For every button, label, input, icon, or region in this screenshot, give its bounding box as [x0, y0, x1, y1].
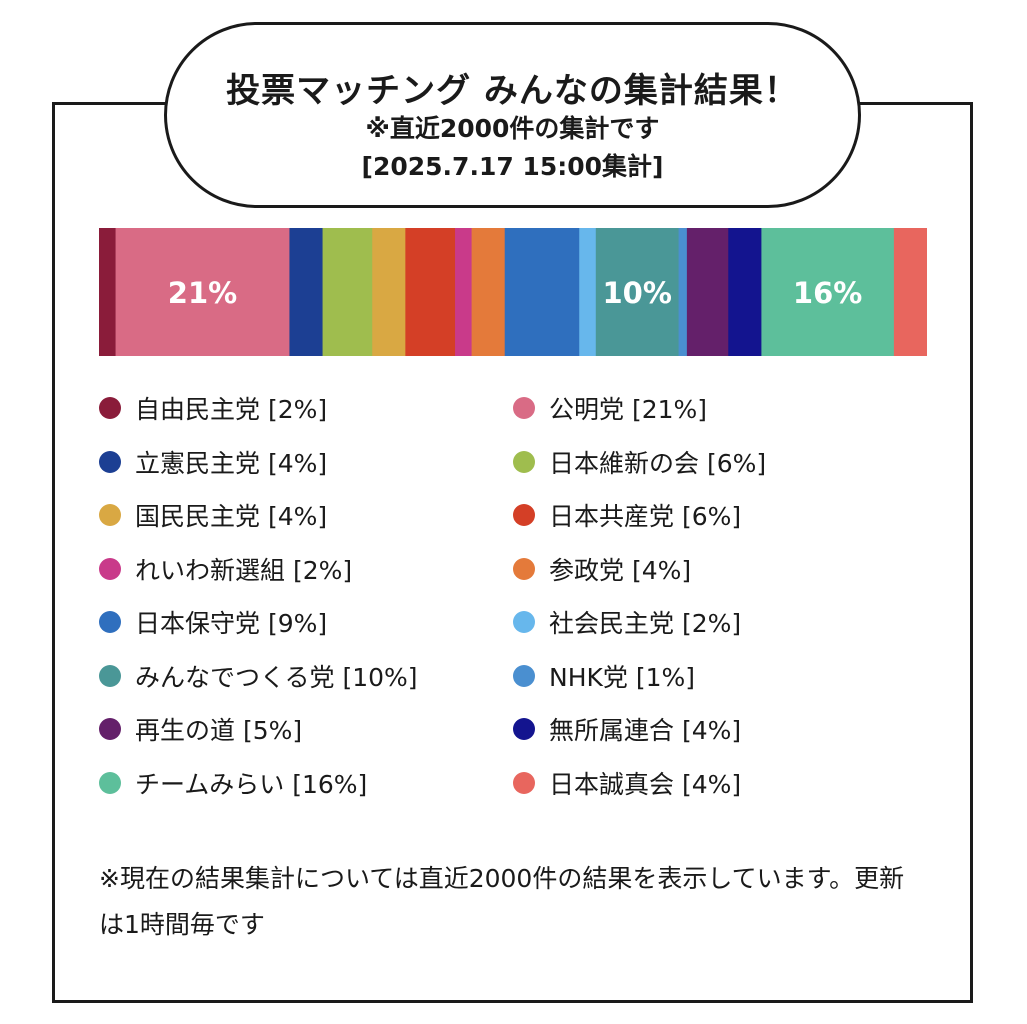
legend-label: 自由民主党 [2%]	[135, 395, 328, 424]
bar-segment-10	[579, 228, 597, 356]
legend-swatch	[99, 397, 121, 419]
legend-label: 日本維新の会 [6%]	[549, 448, 767, 478]
legend-swatch	[513, 718, 535, 740]
legend-item: 無所属連合 [4%]	[513, 709, 741, 749]
bar-segment-11	[595, 228, 680, 356]
legend-label: 公明党 [21%]	[549, 395, 708, 424]
legend-label: 立憲民主党 [4%]	[135, 448, 328, 478]
bar-data-label: 16%	[793, 276, 862, 310]
bar-segment-9	[504, 228, 580, 356]
bar-data-label: 21%	[168, 276, 237, 310]
legend-swatch	[513, 664, 535, 687]
legend-swatch	[99, 450, 121, 473]
legend-swatch	[99, 718, 121, 740]
bar-segment-16	[893, 228, 927, 356]
legend-item: 日本誠真会 [4%]	[513, 763, 741, 803]
legend-label: みんなでつくる党 [10%]	[135, 662, 418, 692]
legend-item: みんなでつくる党 [10%]	[99, 656, 418, 696]
bar-segment-15	[761, 228, 895, 356]
legend-label: NHK党 [1%]	[549, 662, 696, 692]
legend-label: 再生の道 [5%]	[135, 716, 303, 745]
legend-item: れいわ新選組 [2%]	[99, 549, 352, 589]
bar-segment-7	[455, 228, 473, 356]
legend-swatch	[513, 557, 535, 580]
legend-label: れいわ新選組 [2%]	[135, 555, 353, 585]
legend-item: 再生の道 [5%]	[99, 709, 302, 749]
legend-label: 無所属連合 [4%]	[549, 716, 742, 745]
legend-item: 日本共産党 [6%]	[513, 495, 741, 535]
bar-data-label: 10%	[602, 276, 671, 310]
legend-swatch	[99, 771, 121, 794]
legend-swatch	[513, 771, 535, 794]
aggregation-date: [2025.7.17 15:00集計]	[361, 152, 664, 181]
legend-item: 立憲民主党 [4%]	[99, 442, 327, 482]
legend-item: チームみらい [16%]	[99, 763, 367, 803]
legend-swatch	[99, 557, 121, 580]
page-title: 投票マッチング みんなの集計結果！	[226, 71, 799, 111]
page-subtitle: ※直近2000件の集計です	[365, 114, 660, 143]
legend-label: 国民民主党 [4%]	[135, 502, 328, 531]
legend-label: 社会民主党 [2%]	[549, 609, 742, 638]
legend-item: 公明党 [21%]	[513, 388, 707, 428]
legend-label: 日本共産党 [6%]	[549, 502, 742, 531]
legend-item: 参政党 [4%]	[513, 549, 691, 589]
legend-swatch	[99, 664, 121, 687]
bar-segment-8	[471, 228, 506, 356]
legend-item: NHK党 [1%]	[513, 656, 695, 696]
bar-segment-5	[372, 228, 406, 356]
bar-segment-2	[115, 228, 291, 356]
bar-segment-1	[99, 228, 117, 356]
legend-swatch	[513, 504, 535, 526]
stacked-bar-svg: 21% 10% 16%	[99, 228, 927, 356]
legend-item: 日本維新の会 [6%]	[513, 442, 766, 482]
title-banner: 投票マッチング みんなの集計結果！ ※直近2000件の集計です [2025.7.…	[164, 22, 861, 208]
footnote: ※現在の結果集計については直近2000件の結果を表示しています。更新は1時間毎で…	[99, 864, 905, 939]
legend-swatch	[99, 611, 121, 633]
stacked-bar-chart: 21% 10% 16%	[99, 228, 927, 356]
legend-swatch	[99, 504, 121, 526]
legend-item: 日本保守党 [9%]	[99, 602, 327, 642]
legend-label: 日本誠真会 [4%]	[549, 769, 742, 799]
legend-swatch	[513, 397, 535, 419]
legend-item: 自由民主党 [2%]	[99, 388, 327, 428]
bar-segment-3	[289, 228, 324, 356]
legend-swatch	[513, 611, 535, 633]
legend-label: 参政党 [4%]	[549, 555, 692, 585]
legend-item: 社会民主党 [2%]	[513, 602, 741, 642]
legend-label: 日本保守党 [9%]	[135, 609, 328, 638]
bar-segment-12	[678, 228, 688, 356]
bar-segment-14	[728, 228, 762, 356]
chart-legend: 自由民主党 [2%] 公明党 [21%] 立憲民主党 [4%] 日本維新の会 [6%]…	[99, 380, 939, 810]
legend-item: 国民民主党 [4%]	[99, 495, 327, 535]
bar-segment-4	[322, 228, 373, 356]
legend-label: チームみらい [16%]	[135, 769, 368, 799]
bar-segment-13	[686, 228, 729, 356]
bar-segment-6	[405, 228, 456, 356]
legend-swatch	[513, 450, 535, 473]
